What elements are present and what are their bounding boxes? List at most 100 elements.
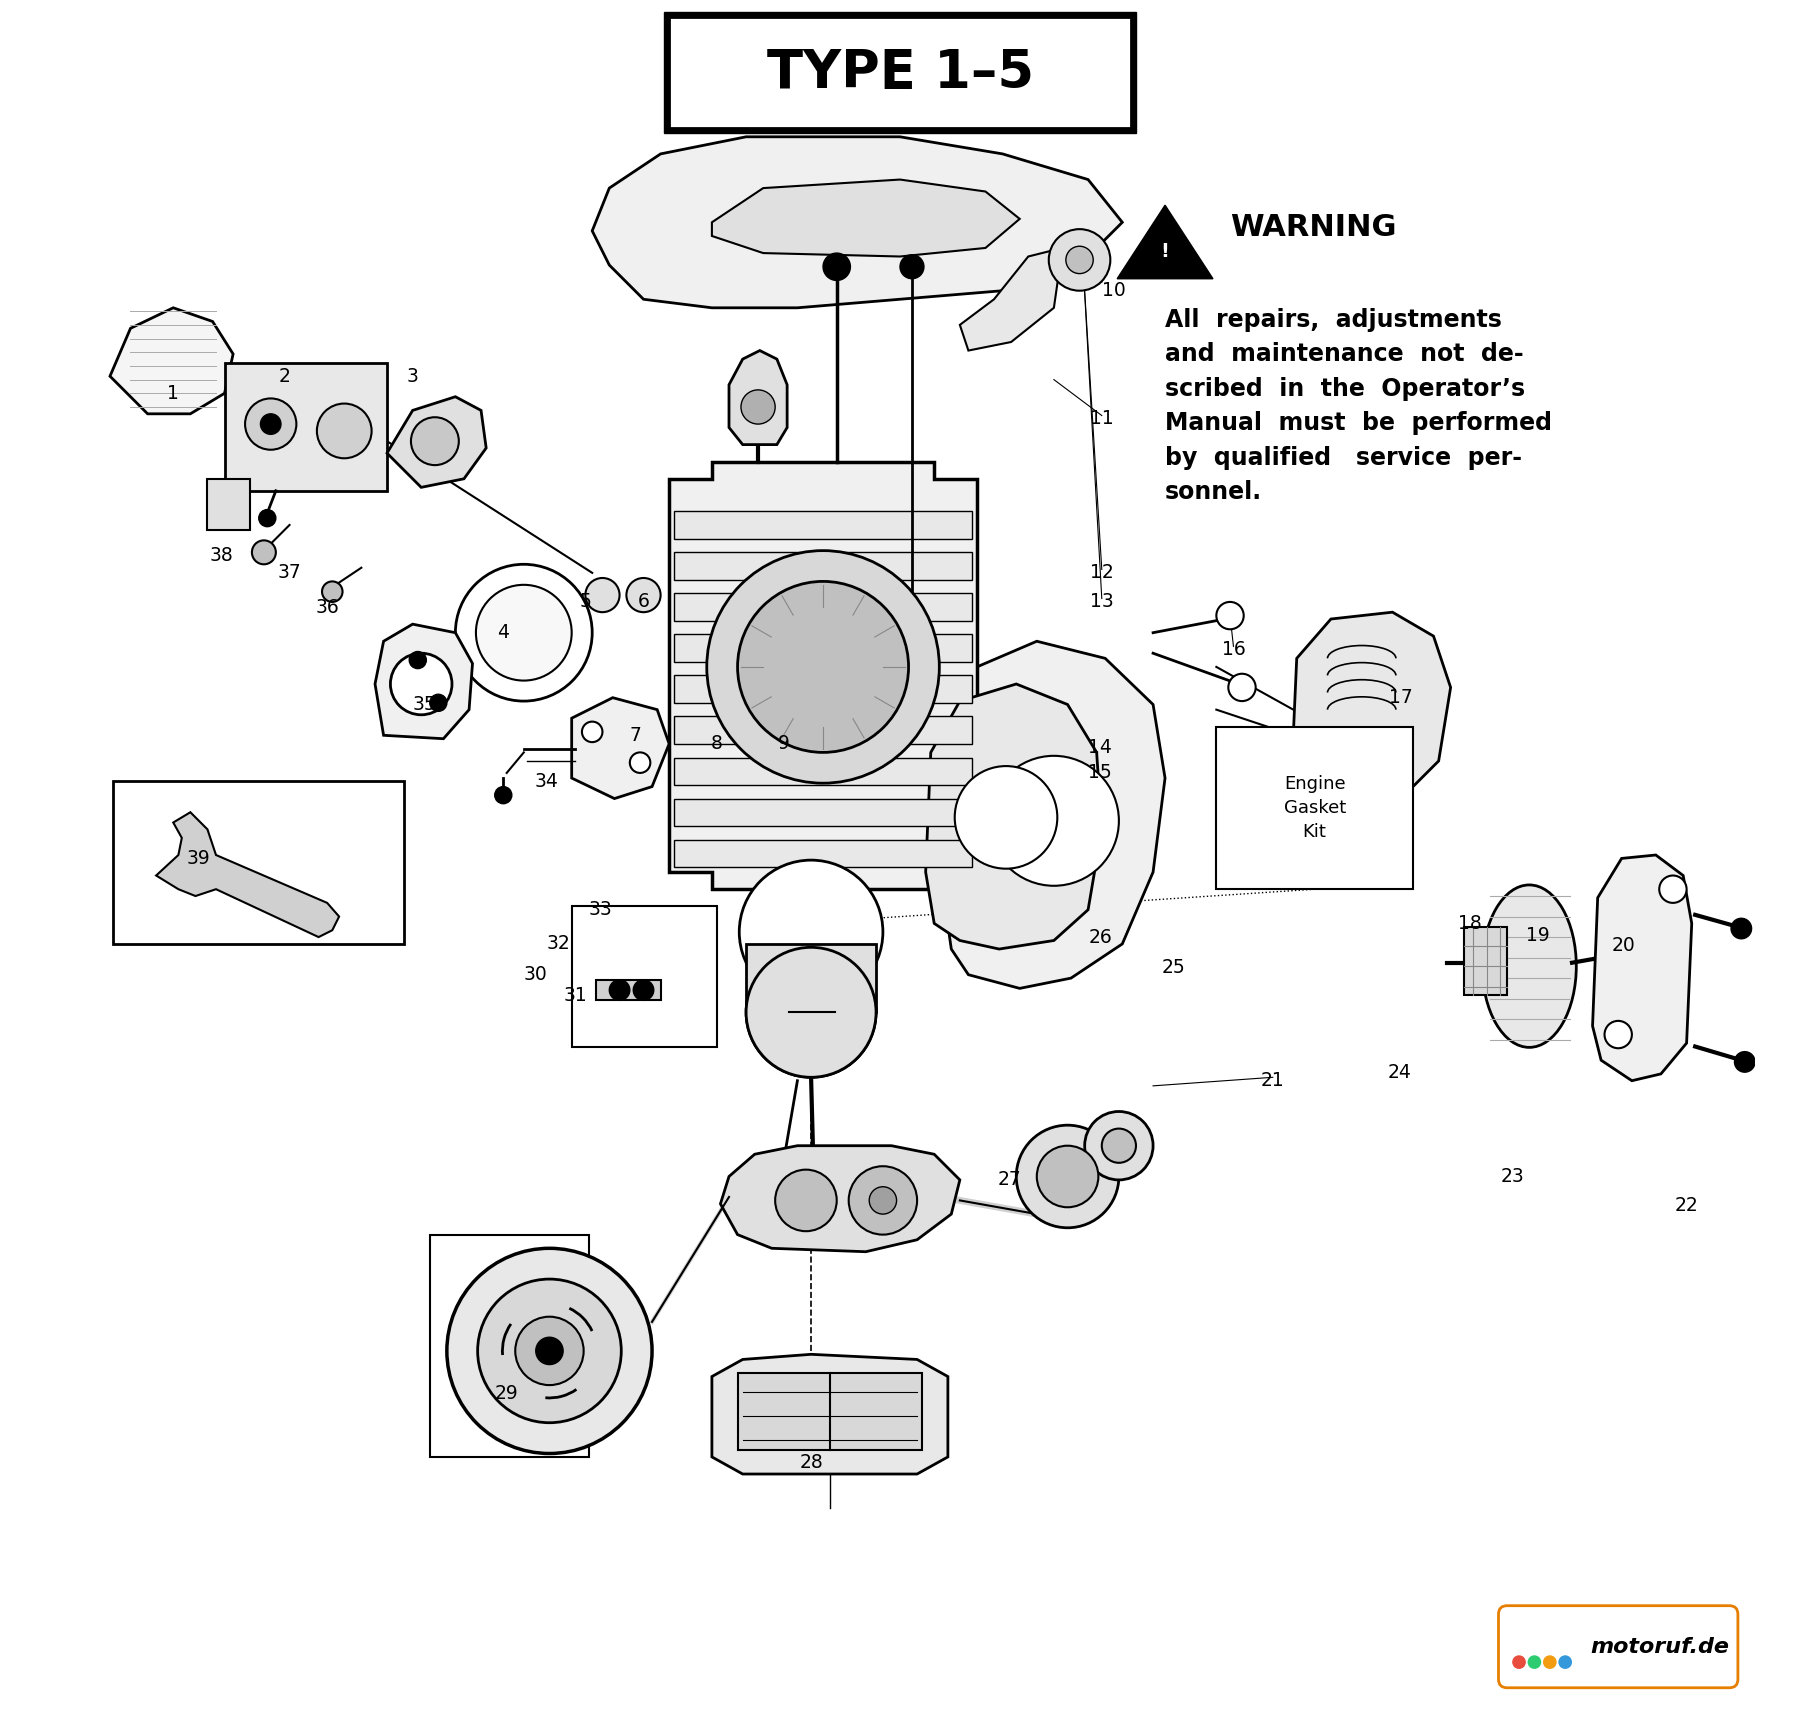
Text: 2: 2 (279, 366, 290, 386)
Bar (738, 1373, 922, 1450)
Circle shape (1528, 1655, 1541, 1669)
Text: TYPE 1–5: TYPE 1–5 (767, 46, 1033, 99)
Text: 28: 28 (799, 1452, 823, 1472)
Polygon shape (670, 462, 977, 889)
Bar (675, 675, 972, 703)
Circle shape (954, 766, 1057, 869)
Text: 11: 11 (1091, 409, 1114, 429)
Text: 20: 20 (1611, 935, 1634, 956)
Text: 19: 19 (1526, 925, 1550, 946)
Text: 14: 14 (1089, 737, 1112, 758)
Circle shape (747, 947, 877, 1077)
Polygon shape (713, 180, 1019, 256)
Polygon shape (1118, 205, 1213, 279)
Bar (675, 634, 972, 662)
Circle shape (747, 947, 877, 1077)
Circle shape (1660, 876, 1687, 903)
Text: 17: 17 (1390, 687, 1413, 708)
Circle shape (1049, 229, 1111, 291)
Bar (596, 980, 661, 1000)
Circle shape (391, 653, 452, 715)
Text: 5: 5 (580, 592, 590, 612)
Circle shape (585, 578, 619, 612)
Circle shape (1102, 1129, 1136, 1163)
Circle shape (536, 1337, 563, 1365)
Text: 6: 6 (637, 592, 650, 612)
Circle shape (455, 564, 592, 701)
Bar (225, 363, 387, 491)
Ellipse shape (1481, 886, 1577, 1047)
Polygon shape (374, 624, 472, 739)
Bar (747, 944, 877, 1012)
Text: 22: 22 (1674, 1195, 1699, 1216)
Circle shape (988, 756, 1120, 886)
Circle shape (1037, 1146, 1098, 1207)
Text: All  repairs,  adjustments
and  maintenance  not  de-
scribed  in  the  Operator: All repairs, adjustments and maintenance… (1165, 308, 1552, 504)
Circle shape (245, 398, 297, 450)
Circle shape (252, 540, 275, 564)
Circle shape (1085, 1112, 1154, 1180)
Text: 9: 9 (778, 734, 790, 754)
Text: WARNING: WARNING (1229, 214, 1397, 241)
Text: 27: 27 (997, 1170, 1021, 1190)
Circle shape (410, 417, 459, 465)
Circle shape (322, 581, 342, 602)
Bar (207, 479, 250, 530)
Polygon shape (729, 351, 787, 445)
Circle shape (430, 694, 446, 711)
Bar (430, 1235, 589, 1457)
Text: 21: 21 (1262, 1070, 1285, 1091)
Bar (675, 511, 972, 539)
Polygon shape (592, 137, 1123, 308)
Polygon shape (959, 248, 1062, 351)
Circle shape (1735, 1052, 1755, 1072)
Text: 25: 25 (1161, 958, 1186, 978)
Circle shape (446, 1248, 652, 1454)
Text: 7: 7 (628, 725, 641, 746)
Polygon shape (925, 684, 1102, 949)
Circle shape (1559, 1655, 1571, 1669)
Text: 1: 1 (167, 383, 180, 404)
Text: 32: 32 (545, 934, 571, 954)
Circle shape (742, 390, 776, 424)
Bar (1217, 727, 1413, 889)
Text: 30: 30 (524, 964, 547, 985)
Circle shape (1604, 1021, 1633, 1048)
Bar (113, 781, 403, 944)
Circle shape (707, 551, 940, 783)
Circle shape (259, 510, 275, 527)
Bar (675, 840, 972, 867)
Circle shape (823, 253, 850, 280)
Circle shape (1543, 1655, 1557, 1669)
Circle shape (1512, 1655, 1526, 1669)
Circle shape (1217, 602, 1244, 629)
Text: 18: 18 (1458, 913, 1481, 934)
Polygon shape (110, 308, 232, 414)
Bar (664, 12, 1136, 133)
Circle shape (581, 722, 603, 742)
Text: 38: 38 (209, 545, 232, 566)
Text: 23: 23 (1501, 1166, 1525, 1187)
Circle shape (776, 1170, 837, 1231)
Text: 13: 13 (1091, 592, 1114, 612)
Text: 29: 29 (495, 1383, 518, 1404)
Circle shape (850, 1166, 918, 1235)
FancyBboxPatch shape (1499, 1606, 1739, 1688)
Bar (675, 593, 972, 621)
Circle shape (1017, 1125, 1120, 1228)
Text: 31: 31 (563, 985, 587, 1005)
Text: 4: 4 (497, 622, 509, 643)
Circle shape (630, 752, 650, 773)
Polygon shape (572, 698, 670, 799)
Bar (572, 906, 716, 1047)
Circle shape (634, 980, 653, 1000)
Polygon shape (720, 1146, 959, 1252)
Circle shape (738, 581, 909, 752)
Circle shape (1228, 674, 1256, 701)
Text: 39: 39 (187, 848, 211, 869)
Polygon shape (713, 1354, 949, 1474)
Circle shape (495, 787, 511, 804)
Text: 3: 3 (407, 366, 419, 386)
Text: 26: 26 (1089, 927, 1112, 947)
Polygon shape (1294, 612, 1451, 804)
